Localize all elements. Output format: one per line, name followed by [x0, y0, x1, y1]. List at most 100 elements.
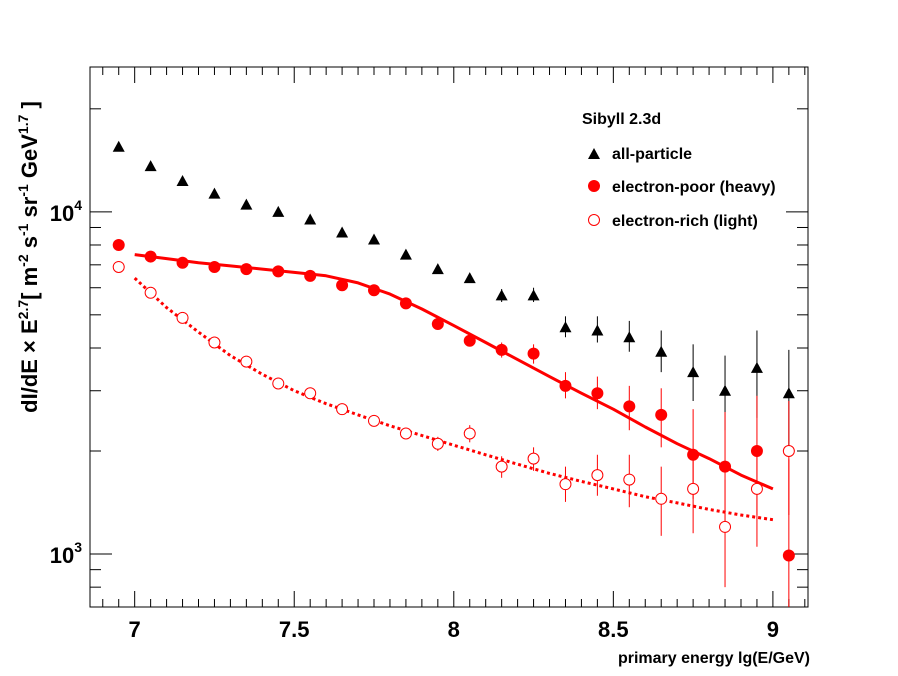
y-label-exp-gev: 1.7	[15, 114, 31, 134]
data-point-all-particle	[591, 324, 604, 336]
data-point-electron-poor	[623, 400, 636, 413]
data-point-electron-poor	[591, 387, 604, 400]
y-label-base: dI/dE × E	[17, 319, 42, 413]
legend: Sibyll 2.3d all-particle electron-poor (…	[582, 111, 776, 230]
y-label-gev: GeV	[17, 134, 42, 184]
data-point-electron-rich	[495, 460, 508, 473]
data-point-all-particle	[782, 387, 795, 399]
data-point-electron-poor	[782, 549, 795, 562]
y-axis-ticks	[90, 108, 808, 608]
legend-label-all-particle: all-particle	[612, 146, 692, 163]
data-point-electron-rich	[687, 482, 700, 495]
data-point-all-particle	[272, 205, 285, 217]
x-axis-tick-labels: 7 7.5 8 8.5 9	[129, 617, 779, 642]
y-tick-label-exponent: 3	[74, 539, 82, 555]
data-point-electron-poor	[719, 460, 732, 473]
data-point-electron-rich	[336, 403, 349, 416]
data-point-electron-rich	[463, 427, 476, 440]
data-point-all-particle	[208, 187, 221, 199]
data-point-electron-poor	[304, 269, 317, 282]
data-point-electron-rich	[623, 473, 636, 486]
data-point-electron-rich	[176, 311, 189, 324]
data-point-electron-poor	[176, 256, 189, 269]
data-point-all-particle	[240, 198, 253, 210]
data-point-all-particle	[431, 263, 444, 275]
data-point-electron-rich	[527, 452, 540, 465]
y-tick-label-base: 10	[50, 201, 74, 226]
x-tick-label: 8.5	[598, 617, 629, 642]
data-point-electron-rich	[112, 260, 125, 273]
data-point-all-particle	[655, 345, 668, 357]
y-tick-label-base: 10	[50, 543, 74, 568]
data-point-electron-rich	[719, 520, 732, 533]
y-label-s: s	[17, 236, 42, 254]
data-point-all-particle	[750, 361, 763, 373]
legend-marker-electron-poor	[588, 180, 600, 192]
data-point-all-particle	[368, 233, 381, 245]
legend-marker-all-particle	[588, 148, 600, 159]
data-point-electron-rich	[782, 444, 795, 457]
data-point-electron-rich	[240, 355, 253, 368]
legend-label-electron-poor: electron-poor (heavy)	[612, 179, 776, 196]
data-point-electron-rich	[368, 414, 381, 427]
data-point-all-particle	[463, 272, 476, 284]
data-point-all-particle	[112, 140, 125, 152]
data-point-electron-poor	[272, 265, 285, 278]
y-tick-label: 103	[50, 539, 82, 568]
data-point-electron-rich	[559, 478, 572, 491]
legend-marker-electron-rich	[588, 214, 600, 226]
data-point-electron-poor	[431, 318, 444, 331]
data-point-electron-poor	[527, 347, 540, 360]
data-point-electron-rich	[272, 377, 285, 390]
x-axis-ticks	[102, 67, 806, 607]
x-tick-label: 7.5	[279, 617, 310, 642]
x-tick-label: 7	[129, 617, 141, 642]
data-point-electron-poor	[559, 379, 572, 392]
data-point-electron-poor	[399, 297, 412, 310]
x-tick-label: 8	[448, 617, 460, 642]
data-point-electron-rich	[304, 387, 317, 400]
data-point-all-particle	[176, 175, 189, 187]
data-point-electron-poor	[495, 343, 508, 356]
plot-frame	[89, 66, 809, 608]
data-point-electron-rich	[655, 492, 668, 505]
legend-header: Sibyll 2.3d	[582, 111, 661, 128]
data-point-all-particle	[399, 248, 412, 260]
data-point-all-particle	[559, 321, 572, 333]
data-point-electron-poor	[655, 408, 668, 421]
data-point-electron-poor	[112, 238, 125, 251]
x-tick-label: 9	[767, 617, 779, 642]
y-label-exp-s: -1	[15, 223, 31, 236]
data-point-electron-poor	[144, 250, 157, 263]
y-label-bracket-close: ]	[17, 101, 42, 114]
data-point-electron-poor	[368, 284, 381, 297]
y-label-bracket-open: [ m	[17, 267, 42, 300]
y-label-exp-sr: -1	[15, 184, 31, 197]
data-point-electron-poor	[208, 260, 221, 273]
data-point-all-particle	[304, 213, 317, 225]
data-point-electron-poor	[463, 334, 476, 347]
y-tick-label-exponent: 4	[74, 197, 82, 213]
data-point-all-particle	[336, 226, 349, 238]
data-point-electron-rich	[144, 286, 157, 299]
data-point-electron-rich	[591, 469, 604, 482]
data-point-all-particle	[623, 331, 636, 343]
data-point-electron-poor	[240, 263, 253, 276]
data-point-all-particle	[719, 384, 732, 396]
y-label-exp-energy: 2.7	[15, 300, 31, 320]
y-tick-label: 104	[50, 197, 82, 226]
legend-label-electron-rich: electron-rich (light)	[612, 213, 758, 230]
y-axis-label: dI/dE × E2.7[ m-2 s-1 sr-1 GeV1.7 ]	[15, 101, 42, 413]
data-point-electron-rich	[750, 482, 763, 495]
data-series	[112, 140, 795, 607]
y-label-sr: sr	[17, 196, 42, 223]
data-point-all-particle	[495, 289, 508, 301]
data-point-all-particle	[144, 160, 157, 172]
data-point-all-particle	[687, 366, 700, 378]
data-point-electron-rich	[208, 336, 221, 349]
data-point-electron-rich	[431, 437, 444, 450]
y-label-exp-m: -2	[15, 254, 31, 267]
